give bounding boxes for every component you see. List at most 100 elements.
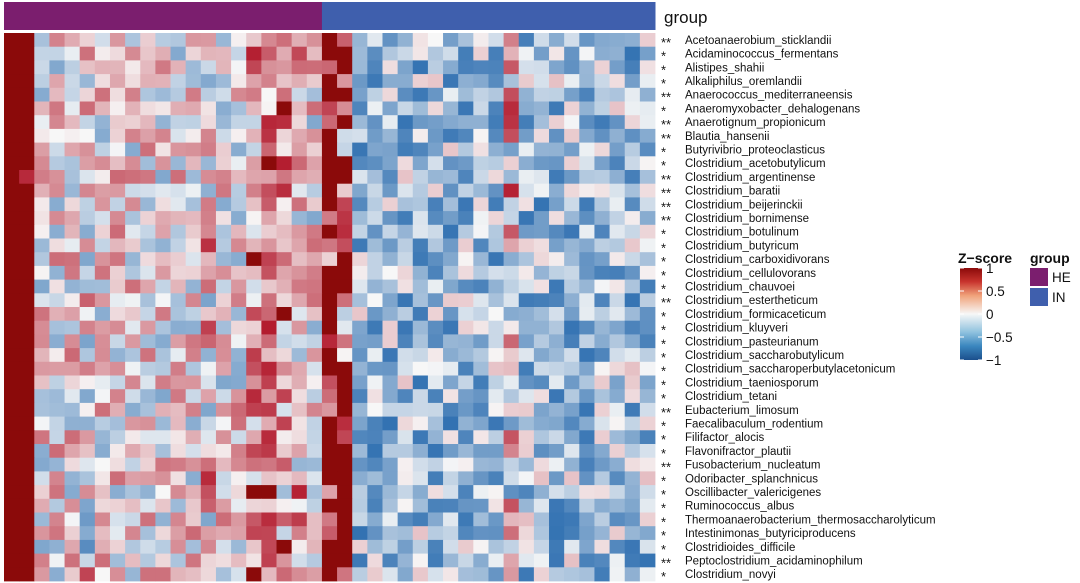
heatmap-cell (412, 361, 429, 376)
heatmap-cell (321, 471, 338, 486)
heatmap-cell (503, 485, 520, 500)
heatmap-cell (443, 33, 459, 48)
heatmap-cell (291, 265, 308, 280)
heatmap-cell (488, 539, 505, 554)
heatmap-cell (427, 46, 444, 61)
heatmap-cell (352, 142, 368, 157)
heatmap-cell (579, 265, 595, 280)
heatmap-cell (412, 567, 429, 582)
heatmap-cell (321, 33, 338, 48)
heatmap-cell (49, 183, 65, 198)
heatmap-cell (170, 211, 187, 226)
heatmap-cell (291, 567, 308, 582)
heatmap-cell (291, 375, 308, 390)
heatmap-cell (639, 156, 656, 171)
heatmap-cell (397, 33, 414, 48)
heatmap-cell (503, 348, 520, 363)
heatmap-cell (200, 553, 217, 568)
heatmap-cell (443, 348, 459, 363)
heatmap-cell (306, 211, 323, 226)
heatmap-cell (594, 252, 610, 267)
heatmap-cell (94, 156, 111, 171)
heatmap-cell (549, 320, 565, 335)
row-label: Anaeromyxobacter_dehalogenans (685, 103, 860, 115)
heatmap-cell (109, 444, 126, 459)
heatmap-cell (594, 238, 610, 253)
heatmap-cell (19, 444, 35, 459)
heatmap-cell (306, 471, 323, 486)
heatmap-cell (458, 224, 474, 239)
heatmap-cell (624, 430, 641, 445)
heatmap-cell (533, 101, 550, 116)
heatmap-cell (140, 553, 156, 568)
heatmap-cell (624, 279, 641, 294)
heatmap-cell (518, 156, 535, 171)
heatmap-cell (518, 375, 535, 390)
heatmap-cell (367, 211, 383, 226)
heatmap-cell (125, 471, 141, 486)
significance-marker: ** (661, 35, 671, 50)
heatmap-cell (291, 128, 308, 143)
heatmap-cell (367, 457, 383, 472)
heatmap-cell (624, 60, 641, 75)
heatmap-cell (155, 60, 171, 75)
heatmap-cell (443, 539, 459, 554)
heatmap-cell (215, 279, 232, 294)
heatmap-cell (367, 74, 383, 89)
heatmap-cell (231, 293, 247, 308)
heatmap-cell (458, 334, 474, 349)
heatmap-cell (518, 170, 535, 185)
heatmap-cell (94, 375, 111, 390)
row-label: Acidaminococcus_fermentans (685, 49, 839, 61)
heatmap-cell (79, 512, 96, 527)
heatmap-cell (306, 46, 323, 61)
heatmap-cell (412, 375, 429, 390)
heatmap-cell (276, 320, 293, 335)
heatmap-cell (488, 375, 505, 390)
heatmap-cell (109, 402, 126, 417)
heatmap-cell (34, 252, 50, 267)
heatmap-cell (34, 87, 50, 102)
heatmap-cell (443, 293, 459, 308)
heatmap-cell (4, 74, 20, 89)
heatmap-cell (443, 128, 459, 143)
heatmap-cell (367, 265, 383, 280)
heatmap-cell (109, 60, 126, 75)
heatmap-cell (503, 224, 520, 239)
heatmap-cell (79, 156, 96, 171)
heatmap-cell (246, 293, 262, 308)
heatmap-cell (639, 60, 656, 75)
heatmap-cell (518, 279, 535, 294)
heatmap-cell (458, 183, 474, 198)
heatmap-cell (367, 334, 383, 349)
heatmap-cell (185, 60, 202, 75)
heatmap-cell (49, 416, 65, 431)
heatmap-cell (125, 142, 141, 157)
heatmap-cell (382, 320, 399, 335)
heatmap-cell (473, 498, 489, 513)
heatmap-cell (155, 183, 171, 198)
heatmap-cell (397, 87, 414, 102)
heatmap-cell (412, 279, 429, 294)
heatmap-cell (34, 115, 50, 130)
heatmap-cell (473, 320, 489, 335)
heatmap-cell (140, 183, 156, 198)
heatmap-cell (64, 33, 81, 48)
heatmap-cell (352, 238, 368, 253)
heatmap-cell (579, 74, 595, 89)
heatmap-cell (109, 87, 126, 102)
heatmap-cell (19, 224, 35, 239)
heatmap-cell (215, 512, 232, 527)
heatmap-cell (609, 553, 626, 568)
heatmap-cell (306, 457, 323, 472)
heatmap-cell (337, 46, 353, 61)
heatmap-cell (215, 115, 232, 130)
heatmap-cell (624, 361, 641, 376)
heatmap-cell (382, 238, 399, 253)
heatmap-cell (337, 33, 353, 48)
heatmap-cell (19, 512, 35, 527)
heatmap-cell (412, 115, 429, 130)
heatmap-cell (64, 142, 81, 157)
heatmap-cell (337, 498, 353, 513)
row-label: Alkaliphilus_oremlandii (685, 76, 802, 88)
